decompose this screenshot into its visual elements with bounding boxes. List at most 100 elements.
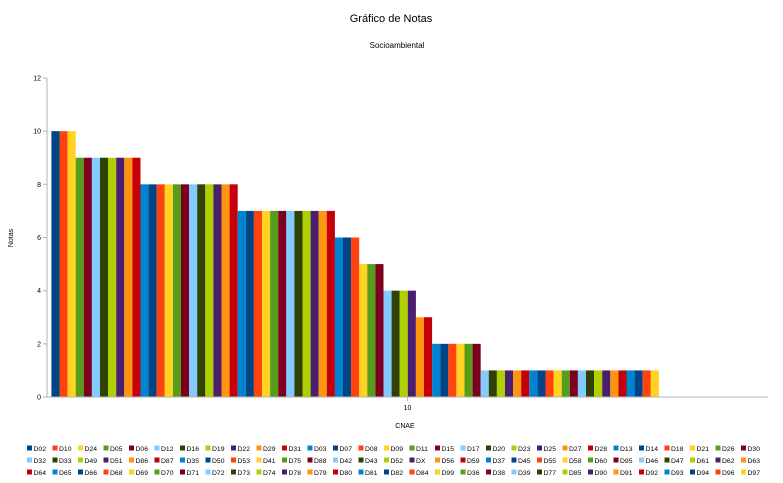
legend-swatch-d92: [639, 469, 644, 475]
legend-label-d61: D61: [697, 458, 710, 465]
legend-label-d96: D96: [722, 470, 735, 477]
y-axis-ticks: 0 2 4 6 8 10 12: [33, 76, 47, 402]
legend-label-d22: D22: [238, 446, 251, 453]
legend-label-d92: D92: [646, 470, 659, 477]
legend-label-d51: D51: [110, 458, 123, 465]
bar-d73: [586, 370, 595, 397]
legend-label-d17: D17: [467, 446, 480, 453]
y-tick-label: 2: [37, 341, 41, 348]
y-tick-label: 10: [33, 129, 41, 136]
legend-label-d23: D23: [518, 446, 531, 453]
legend-swatch-d52: [384, 457, 389, 463]
bar-d59: [424, 317, 433, 397]
legend-label-d81: D81: [365, 470, 378, 477]
legend-swatch-d79: [307, 469, 313, 475]
legend-swatch-d91: [613, 469, 619, 475]
legend-swatch-d49: [78, 457, 83, 463]
legend-label-d56: D56: [442, 458, 455, 465]
bar-d45: [440, 343, 449, 397]
legend-swatch-d56: [435, 457, 440, 463]
legend-swatch-d69: [129, 469, 134, 475]
legend-swatch-d11: [409, 445, 415, 451]
legend-swatch-d30: [741, 445, 746, 451]
legend-label-d12: D12: [161, 446, 174, 453]
legend-swatch-d31: [282, 445, 287, 451]
legend: D02 D10 D24 D05 D06 D12 D16 D19 D22 D29 D31 D03 D07 D…: [27, 445, 760, 477]
bar-d63: [513, 370, 522, 397]
bar-d20: [197, 184, 206, 397]
bar-d80: [618, 370, 627, 397]
bar-d03: [140, 184, 149, 397]
legend-label-d19: D19: [212, 446, 225, 453]
legend-swatch-d33: [52, 457, 58, 463]
legend-label-d47: D47: [671, 458, 684, 465]
legend-label-d78: D78: [289, 470, 302, 477]
legend-swatch-d99: [435, 469, 440, 475]
bar-d46: [480, 370, 489, 397]
legend-label-d16: D16: [187, 446, 200, 453]
bar-d29: [124, 157, 133, 397]
legend-swatch-d08: [358, 445, 364, 451]
legend-swatch-d15: [435, 445, 440, 451]
legend-label-d36: D36: [467, 470, 480, 477]
legend-label-d87: D87: [161, 458, 174, 465]
legend-label-d95: D95: [620, 458, 633, 465]
legend-swatch-d02: [27, 445, 32, 451]
bar-d41: [359, 264, 368, 397]
bar-d52: [399, 290, 408, 397]
legend-label-d11: D11: [416, 446, 428, 453]
legend-swatch-d28: [588, 445, 593, 451]
bar-d78: [602, 370, 611, 397]
bar-d23: [205, 184, 214, 397]
bar-d07: [148, 184, 157, 397]
legend-swatch-d66: [78, 469, 83, 475]
legend-label-d58: D58: [569, 458, 582, 465]
bar-d16: [100, 157, 109, 397]
legend-swatch-d19: [205, 445, 211, 451]
legend-label-dx: DX: [416, 458, 426, 465]
legend-label-d64: D64: [34, 470, 47, 477]
legend-label-d50: D50: [212, 458, 225, 465]
legend-label-d52: D52: [391, 458, 404, 465]
legend-label-d03: D03: [314, 446, 327, 453]
legend-swatch-d36: [460, 469, 466, 475]
legend-swatch-d05: [103, 445, 109, 451]
legend-swatch-d55: [537, 457, 542, 463]
legend-label-d41: D41: [263, 458, 276, 465]
bar-d66: [537, 370, 546, 397]
legend-label-d94: D94: [697, 470, 710, 477]
legend-swatch-d62: [715, 457, 721, 463]
legend-label-d71: D71: [187, 470, 200, 477]
legend-swatch-d93: [664, 469, 670, 475]
legend-swatch-d51: [103, 457, 109, 463]
legend-swatch-d95: [613, 457, 619, 463]
legend-label-d02: D02: [34, 446, 47, 453]
bar-d79: [610, 370, 619, 397]
legend-swatch-d39: [511, 469, 517, 475]
bar-d12: [91, 157, 100, 397]
bar-d09: [164, 184, 173, 397]
legend-label-d06: D06: [136, 446, 149, 453]
legend-label-d74: D74: [263, 470, 276, 477]
legend-label-d46: D46: [646, 458, 659, 465]
legend-label-d91: D91: [620, 470, 633, 477]
y-tick-label: 8: [37, 182, 41, 189]
bar-d33: [294, 210, 303, 397]
legend-swatch-d46: [639, 457, 644, 463]
bar-d50: [343, 237, 352, 397]
bar-dx: [407, 290, 416, 397]
legend-label-d73: D73: [238, 470, 251, 477]
legend-swatch-d60: [588, 457, 593, 463]
legend-label-d60: D60: [595, 458, 608, 465]
legend-swatch-d29: [256, 445, 262, 451]
bar-d71: [569, 370, 578, 397]
bar-d95: [472, 343, 481, 397]
bar-d61: [496, 370, 505, 397]
legend-swatch-d77: [537, 469, 542, 475]
legend-swatch-d43: [358, 457, 364, 463]
legend-label-d27: D27: [569, 446, 582, 453]
legend-label-d53: D53: [238, 458, 251, 465]
legend-swatch-d80: [333, 469, 338, 475]
legend-label-d08: D08: [365, 446, 378, 453]
legend-label-d07: D07: [340, 446, 353, 453]
